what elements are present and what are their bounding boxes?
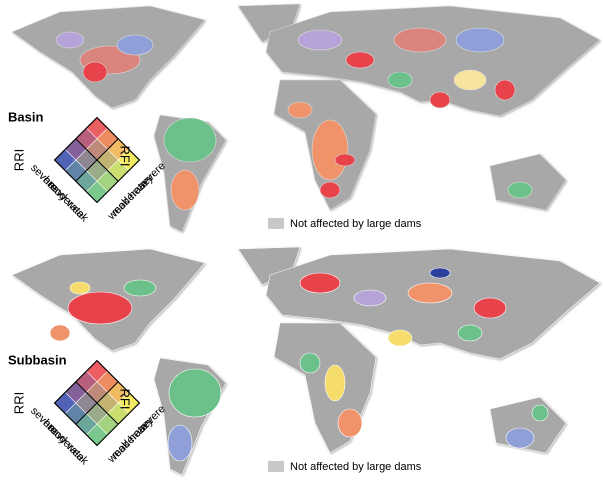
region [319, 181, 341, 199]
region [167, 424, 193, 462]
region [353, 289, 387, 307]
region [407, 282, 453, 304]
legend-divider [75, 381, 119, 425]
region [387, 71, 413, 89]
land [265, 248, 601, 360]
region [299, 272, 341, 294]
world-map [11, 246, 601, 476]
region [334, 153, 356, 167]
region [505, 427, 535, 449]
region [116, 34, 154, 56]
legend-left-axis: RRI [11, 392, 26, 414]
region [297, 29, 343, 51]
region [69, 281, 91, 295]
legend-right-axis: RFI [118, 389, 133, 410]
world-map [11, 3, 601, 233]
note-swatch [268, 218, 284, 229]
region [387, 329, 413, 347]
region [455, 27, 505, 53]
region [494, 79, 516, 101]
region [163, 117, 217, 163]
legend-right-axis: RFI [118, 146, 133, 167]
region [67, 291, 133, 325]
land [489, 153, 567, 211]
region [531, 404, 549, 422]
legend-divider [75, 138, 119, 182]
region [393, 27, 447, 53]
note-text: Not affected by large dams [290, 218, 422, 230]
region [49, 324, 71, 342]
region [345, 51, 375, 69]
panel-title: Basin [8, 109, 43, 124]
region [457, 324, 483, 342]
region [55, 31, 85, 49]
region [311, 119, 349, 181]
region [429, 267, 451, 279]
region [453, 69, 487, 91]
legend [53, 359, 141, 447]
region [337, 408, 363, 438]
region [507, 181, 533, 199]
region [287, 101, 313, 119]
region [299, 352, 321, 374]
land [265, 5, 601, 117]
region [123, 279, 157, 297]
region [168, 368, 222, 418]
region [429, 91, 451, 109]
panel-title: Subbasin [8, 352, 67, 367]
note-text: Not affected by large dams [290, 461, 422, 473]
legend [53, 116, 141, 204]
region [473, 297, 507, 319]
land [273, 322, 377, 454]
region [82, 61, 108, 83]
region [170, 169, 200, 211]
legend-border [53, 116, 141, 204]
note-swatch [268, 461, 284, 472]
region [324, 364, 346, 402]
legend-left-axis: RRI [11, 149, 26, 171]
